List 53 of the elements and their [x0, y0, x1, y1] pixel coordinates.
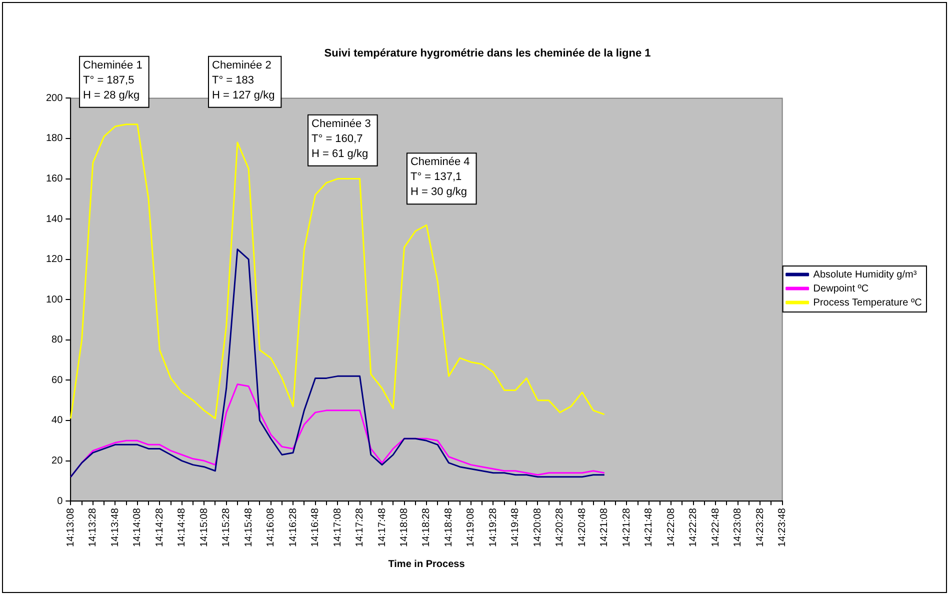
x-axis-title: Time in Process	[388, 558, 466, 570]
y-tick-label: 140	[46, 214, 64, 225]
x-tick-label: 14:17:48	[376, 508, 388, 548]
x-tick-label: 14:23:28	[754, 508, 766, 548]
x-tick-label: 14:13:28	[88, 508, 99, 548]
x-tick-label: 14:18:08	[399, 508, 410, 548]
legend-label: Dewpoint ºC	[813, 283, 869, 294]
x-tick-label: 14:15:08	[198, 508, 210, 548]
x-tick-label: 14:17:08	[332, 508, 344, 548]
y-tick-label: 80	[52, 334, 64, 346]
x-tick-label: 14:17:28	[354, 508, 366, 548]
x-tick-label: 14:19:48	[510, 508, 522, 548]
x-tick-label: 14:16:48	[310, 508, 322, 548]
y-tick-label: 160	[46, 174, 64, 185]
chart-title: Suivi température hygrométrie dans les cheminée de la ligne 1	[324, 48, 651, 60]
x-tick-label: 14:20:28	[554, 508, 566, 548]
y-tick-label: 180	[46, 133, 64, 144]
annotation: Cheminée 1 T° = 187,5 H = 28 g/kg	[83, 59, 142, 102]
x-tick-label: 14:15:48	[243, 508, 254, 548]
x-tick-label: 14:13:48	[110, 508, 121, 548]
x-tick-label: 14:20:48	[576, 508, 588, 548]
x-tick-label: 14:18:48	[443, 508, 454, 548]
y-tick-label: 100	[46, 294, 64, 306]
x-tick-label: 14:22:48	[710, 508, 722, 548]
x-tick-label: 14:22:08	[666, 508, 677, 548]
x-tick-label: 14:19:08	[466, 508, 477, 548]
x-tick-label: 14:23:48	[777, 508, 788, 548]
annotation: Cheminée 2 T° = 183 H = 127 g/kg	[212, 59, 275, 102]
x-tick-label: 14:16:28	[288, 508, 299, 548]
x-tick-label: 14:20:08	[532, 508, 544, 548]
y-tick-label: 0	[57, 496, 64, 507]
x-tick-label: 14:21:28	[621, 508, 632, 548]
x-tick-label: 14:18:28	[421, 508, 432, 548]
legend-label: Absolute Humidity g/m³	[813, 269, 918, 280]
y-tick-label: 200	[46, 92, 64, 104]
y-tick-label: 120	[46, 254, 64, 266]
annotation: Cheminée 4 T° = 137,1 H = 30 g/kg	[410, 156, 470, 198]
x-tick-label: 14:19:28	[488, 508, 499, 548]
annotation: Cheminée 3 T° = 160,7 H = 61 g/kg	[312, 118, 371, 160]
legend-label: Process Temperature ºC	[813, 297, 922, 308]
y-tick-label: 20	[52, 456, 64, 467]
x-tick-label: 14:22:28	[688, 508, 700, 548]
x-tick-label: 14:16:08	[266, 508, 277, 548]
x-tick-label: 14:23:08	[732, 508, 744, 548]
x-tick-label: 14:14:28	[154, 508, 166, 548]
x-tick-label: 14:15:28	[221, 508, 232, 548]
y-tick-label: 40	[52, 415, 64, 426]
y-tick-label: 60	[52, 374, 64, 386]
x-tick-label: 14:13:08	[65, 508, 76, 548]
x-tick-label: 14:21:48	[644, 508, 655, 548]
x-tick-label: 14:14:48	[176, 508, 188, 548]
x-tick-label: 14:14:08	[132, 508, 144, 548]
x-tick-label: 14:21:08	[599, 508, 610, 548]
